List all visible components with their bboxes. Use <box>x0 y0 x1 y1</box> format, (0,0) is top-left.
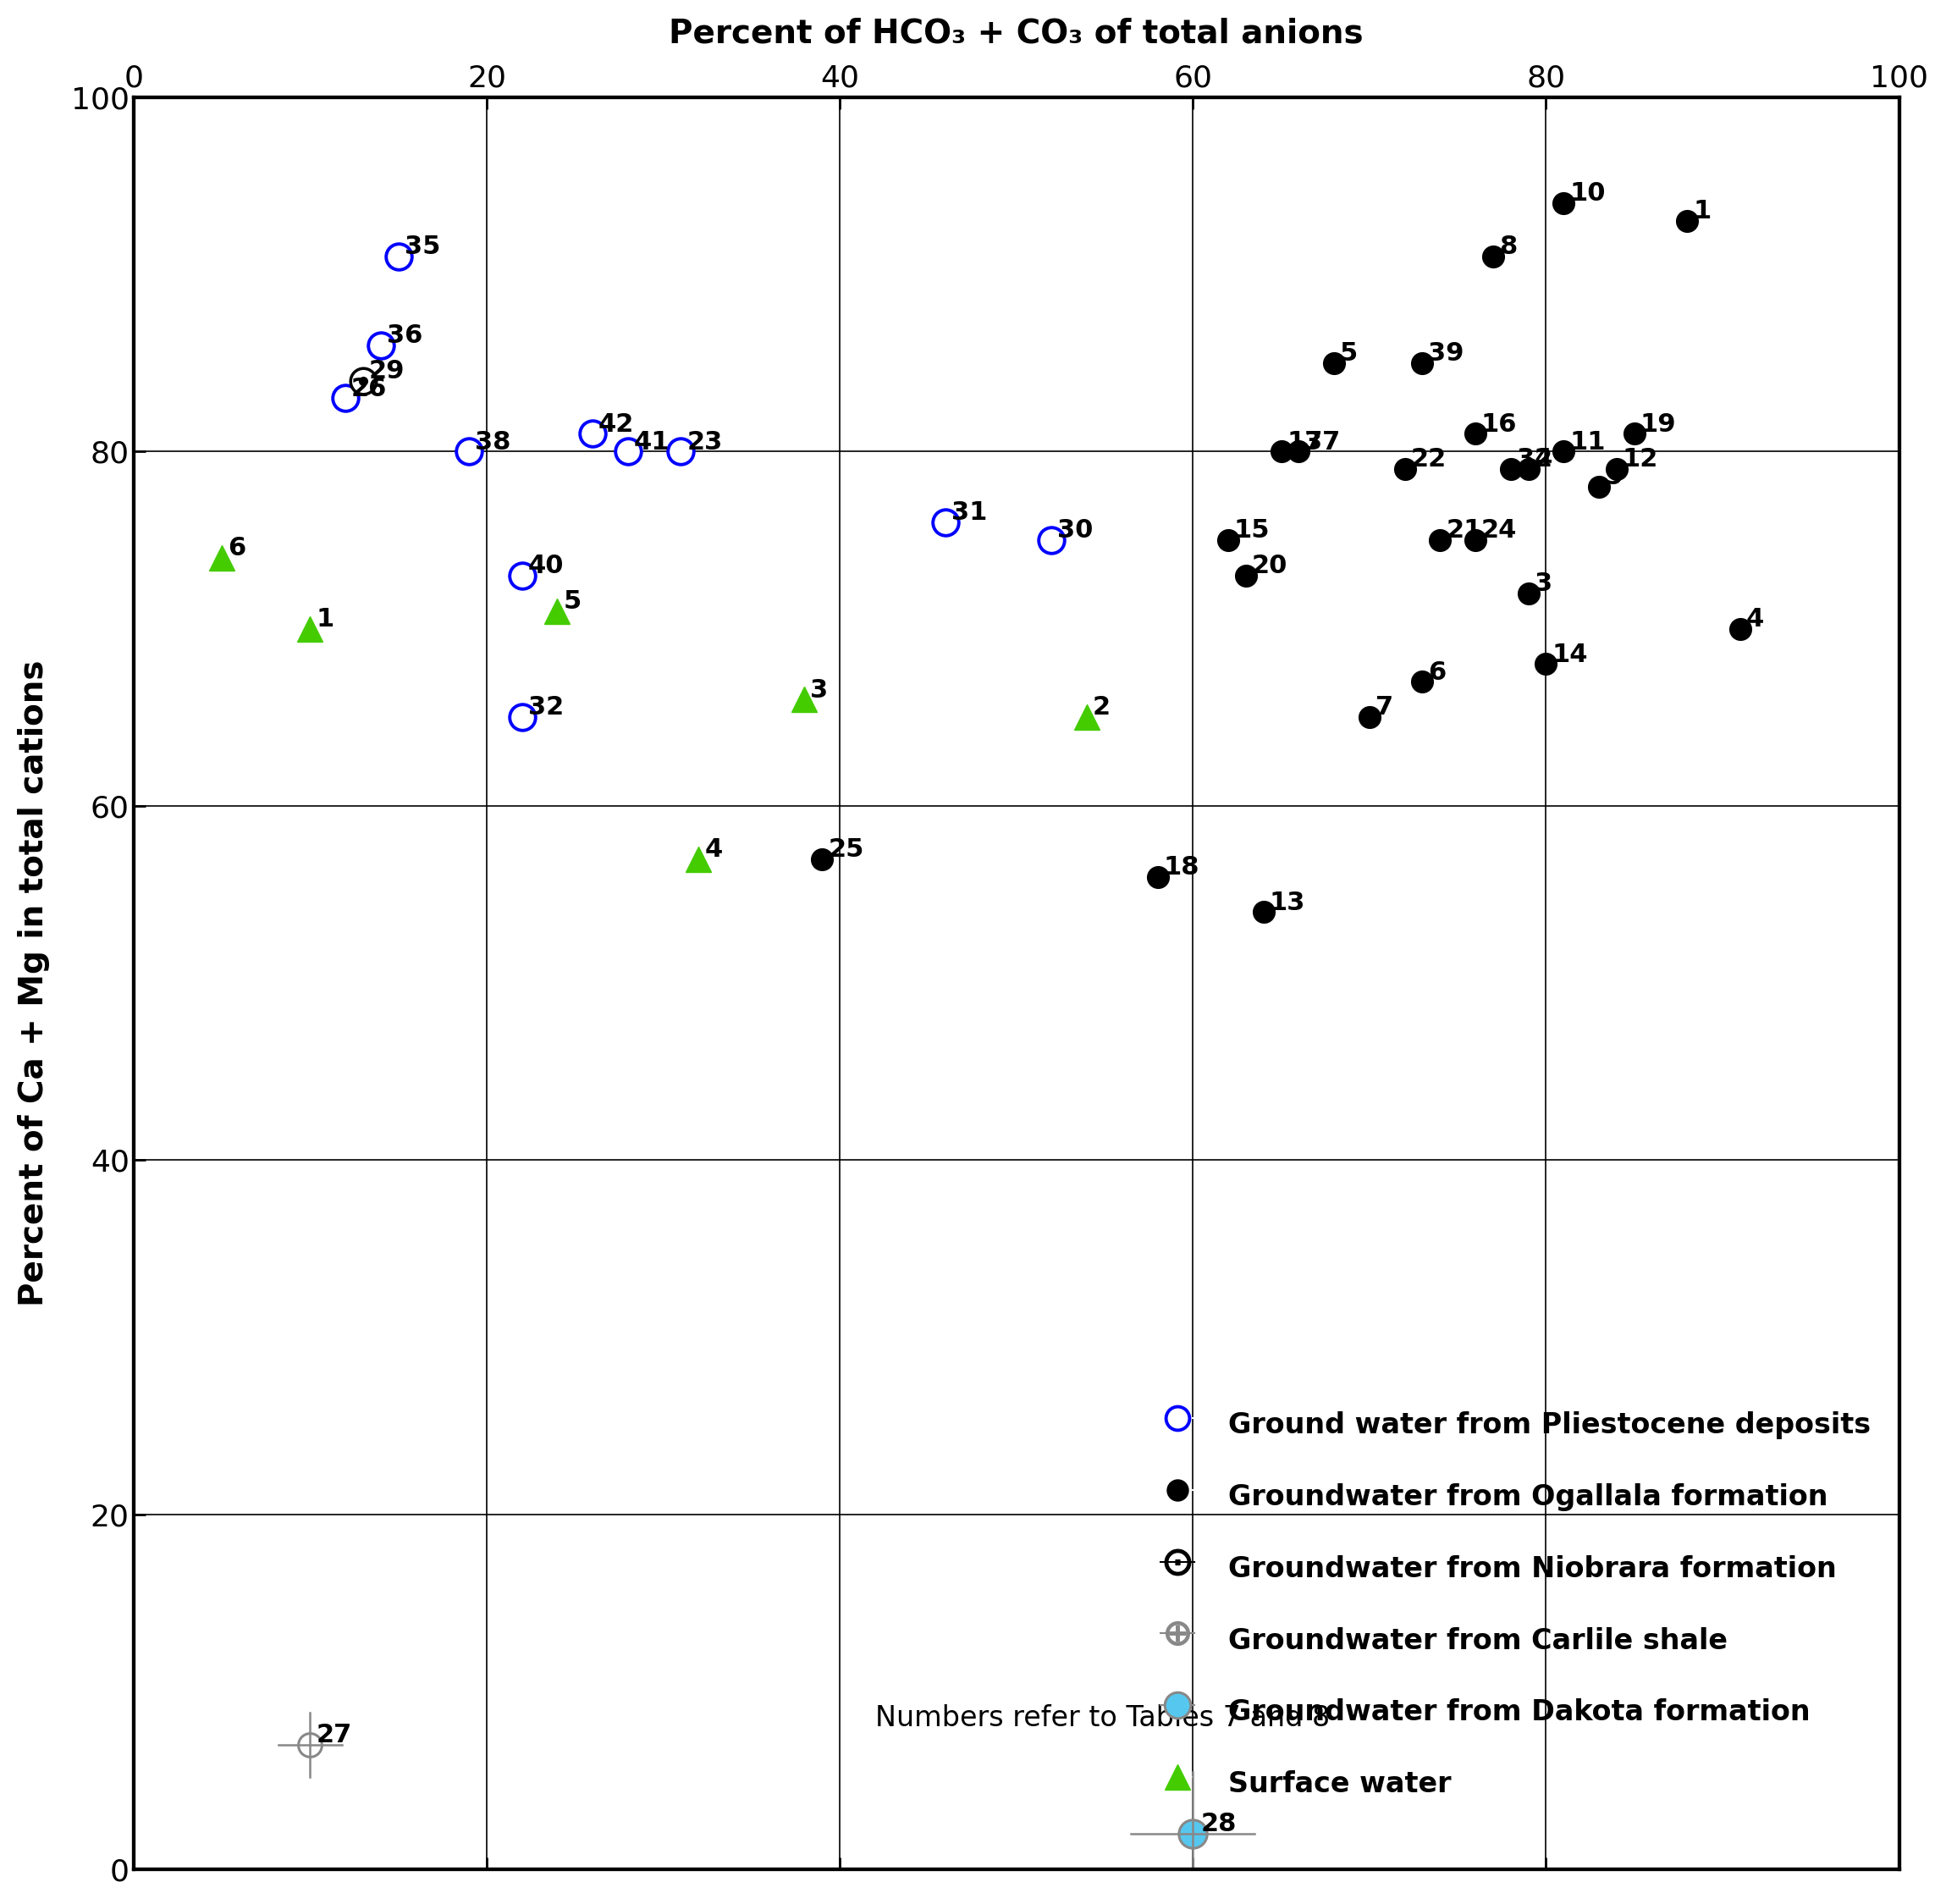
Text: 2: 2 <box>1094 695 1111 720</box>
Text: 38: 38 <box>475 430 510 455</box>
Text: 17: 17 <box>1286 430 1323 455</box>
Text: 3: 3 <box>1533 571 1553 596</box>
Text: 29: 29 <box>370 358 405 383</box>
Text: 10: 10 <box>1570 181 1605 206</box>
Text: 19: 19 <box>1640 411 1676 436</box>
Text: 13: 13 <box>1269 891 1306 916</box>
Text: 24: 24 <box>1481 518 1518 543</box>
Text: 25: 25 <box>827 838 864 863</box>
Text: 23: 23 <box>687 430 722 455</box>
Text: 20: 20 <box>1251 554 1288 579</box>
Text: Numbers refer to Tables 7 and 8: Numbers refer to Tables 7 and 8 <box>876 1704 1329 1733</box>
Text: 5: 5 <box>562 588 582 613</box>
Text: 42: 42 <box>599 411 634 436</box>
Text: 3: 3 <box>810 678 829 703</box>
Legend: Ground water from Pliestocene deposits, Groundwater from Ogallala formation, Gro: Ground water from Pliestocene deposits, … <box>1146 1388 1886 1820</box>
Text: 22: 22 <box>1411 447 1446 472</box>
Text: 11: 11 <box>1570 430 1605 455</box>
Text: 21: 21 <box>1446 518 1481 543</box>
Text: 31: 31 <box>952 501 987 526</box>
Text: 9: 9 <box>1605 465 1623 489</box>
Text: 39: 39 <box>1428 341 1463 366</box>
Text: 12: 12 <box>1623 447 1658 472</box>
Text: 34: 34 <box>1516 447 1553 472</box>
Text: 32: 32 <box>527 695 564 720</box>
Text: 18: 18 <box>1164 855 1199 880</box>
Text: 16: 16 <box>1481 411 1518 436</box>
Text: 8: 8 <box>1498 234 1518 259</box>
Text: 26: 26 <box>350 377 387 402</box>
Text: 4: 4 <box>1746 607 1765 632</box>
Text: 40: 40 <box>527 554 564 579</box>
Text: 41: 41 <box>634 430 669 455</box>
Text: 36: 36 <box>387 324 422 348</box>
Text: 14: 14 <box>1551 642 1588 666</box>
Text: 35: 35 <box>405 234 440 259</box>
Text: 1: 1 <box>315 607 335 632</box>
Text: 6: 6 <box>228 535 245 560</box>
Text: 1: 1 <box>1693 200 1711 225</box>
X-axis label: Percent of HCO₃ + CO₃ of total anions: Percent of HCO₃ + CO₃ of total anions <box>669 17 1364 50</box>
Text: 15: 15 <box>1234 518 1271 543</box>
Text: 27: 27 <box>315 1723 352 1748</box>
Text: 7: 7 <box>1376 695 1393 720</box>
Text: 4: 4 <box>704 838 722 863</box>
Text: 37: 37 <box>1304 430 1341 455</box>
Text: 30: 30 <box>1057 518 1094 543</box>
Text: 2: 2 <box>1533 447 1553 472</box>
Text: 28: 28 <box>1201 1813 1238 1835</box>
Y-axis label: Percent of Ca + Mg in total cations: Percent of Ca + Mg in total cations <box>18 661 51 1306</box>
Text: 5: 5 <box>1341 341 1358 366</box>
Text: 6: 6 <box>1428 661 1446 685</box>
